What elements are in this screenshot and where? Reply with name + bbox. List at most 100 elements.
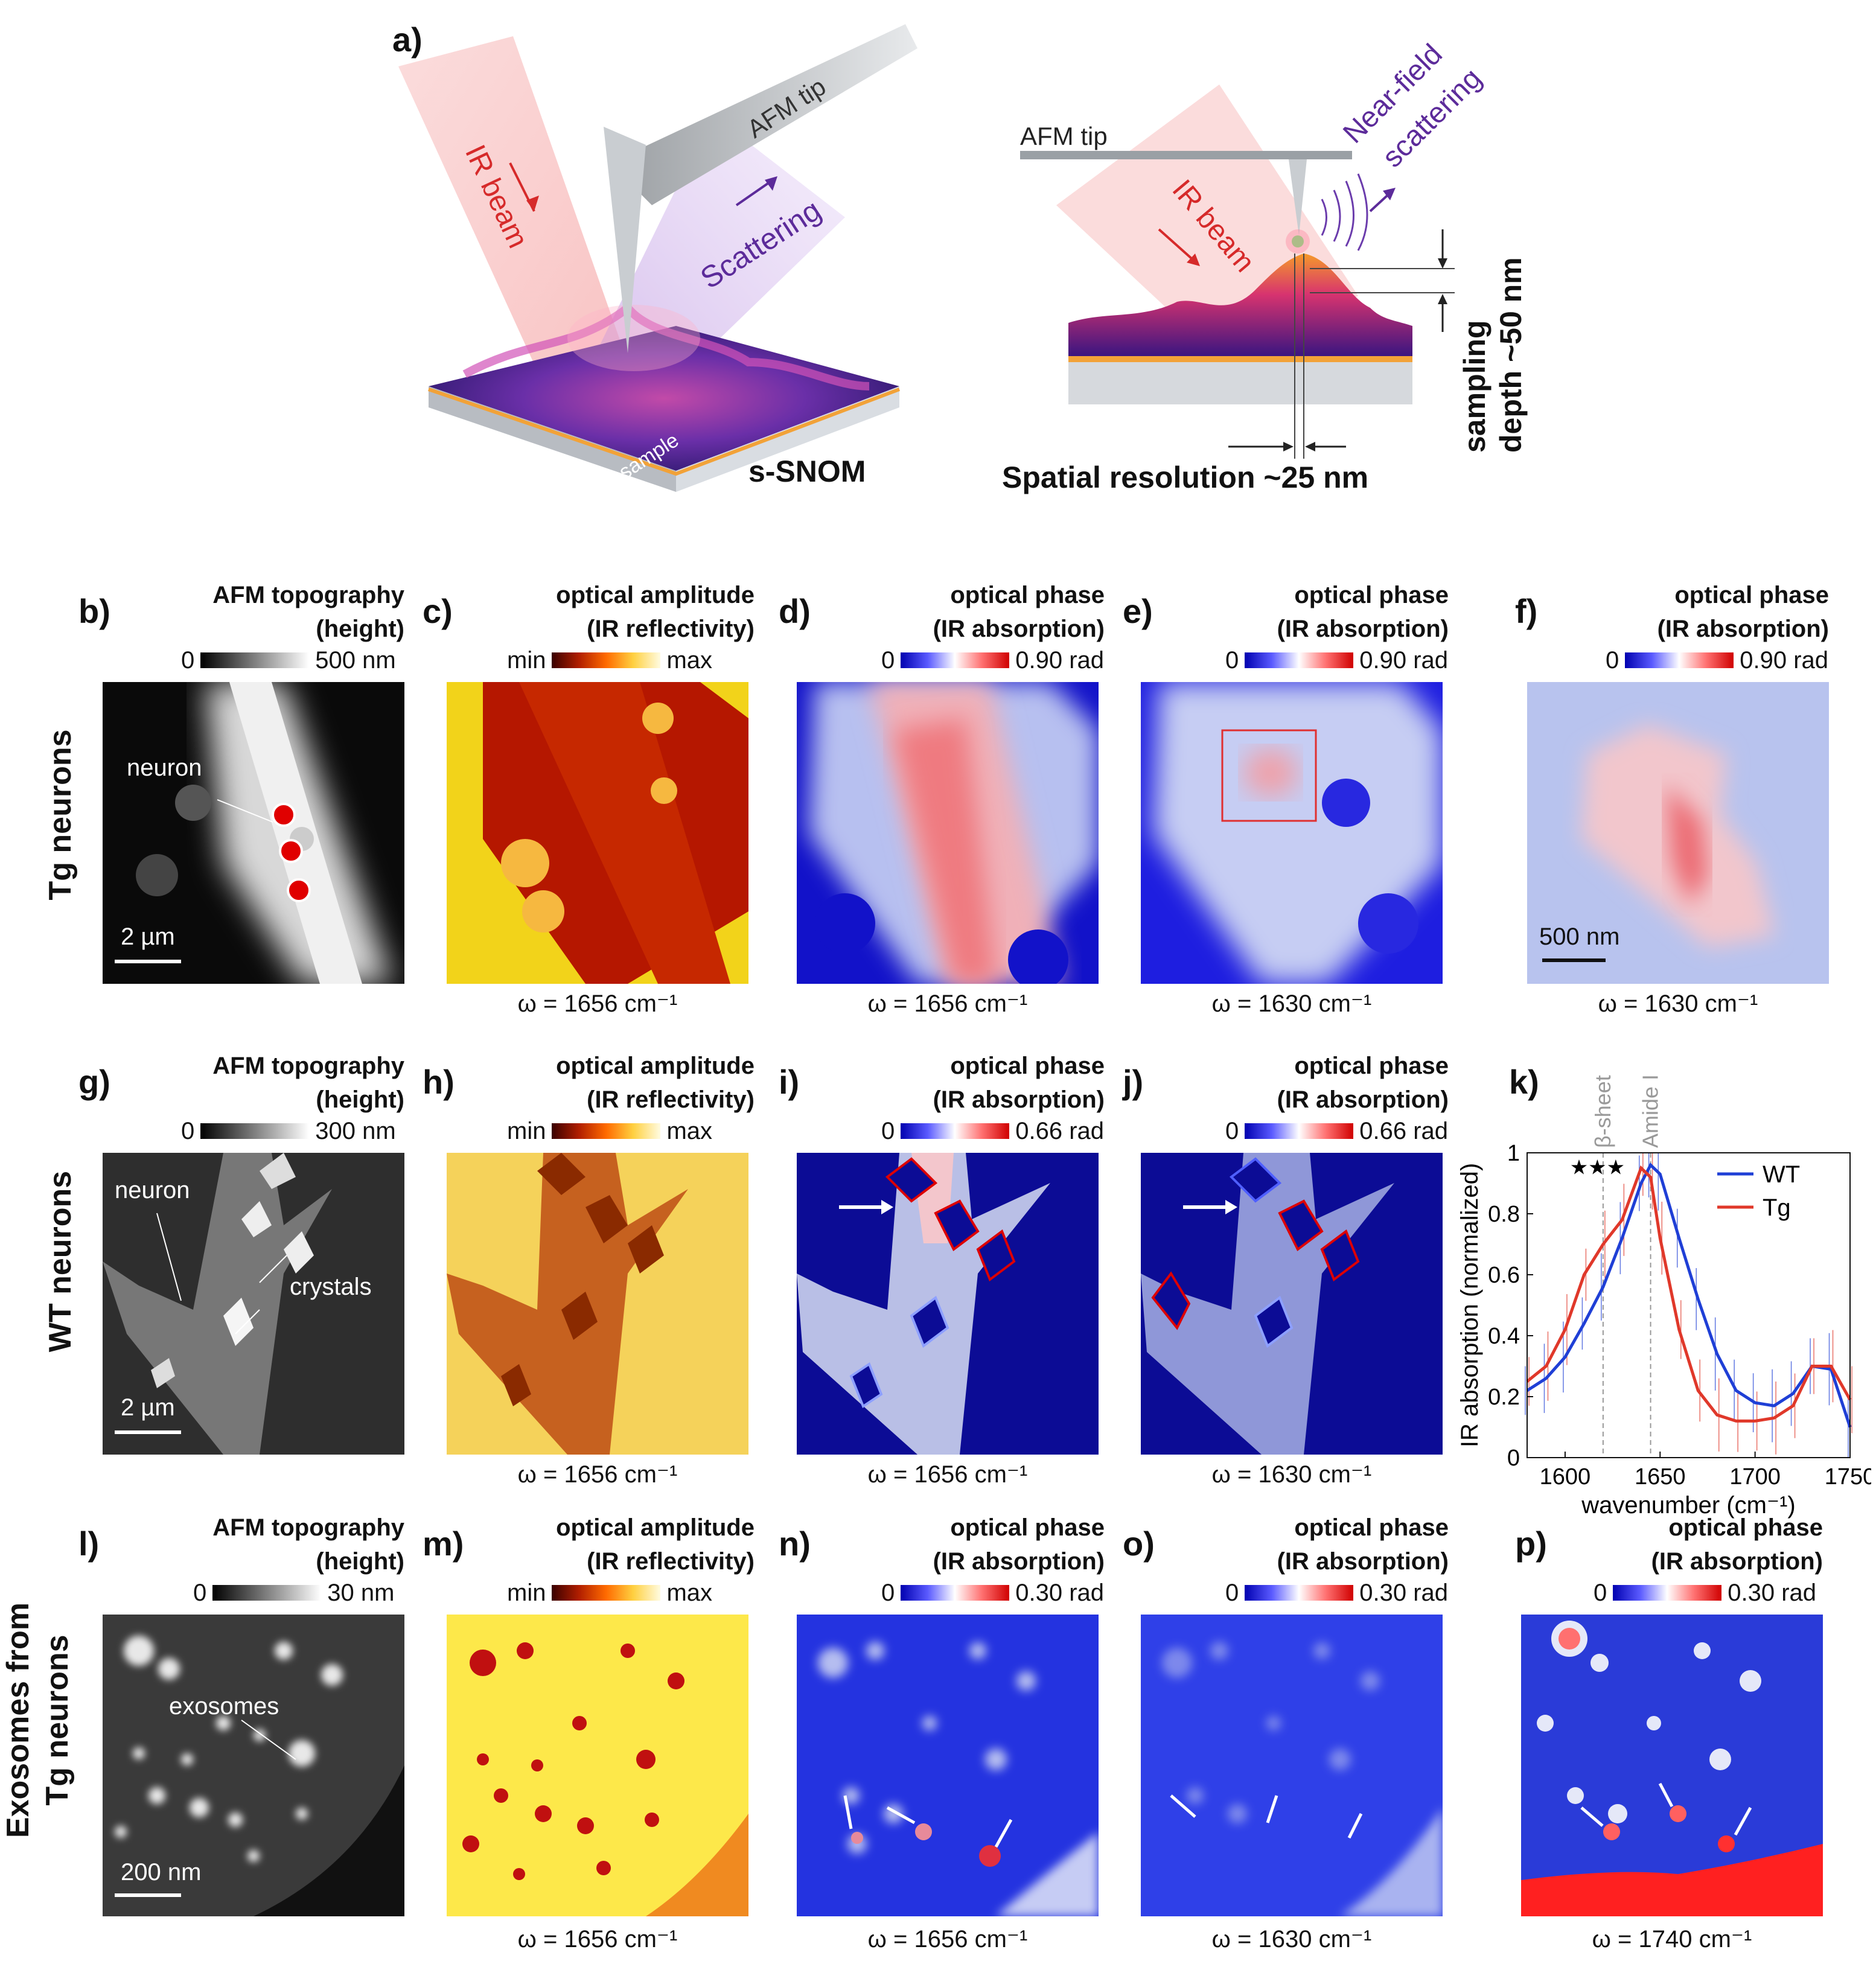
image-f-phase-zoom: 500 nm (1527, 682, 1829, 984)
freq-c: ω = 1656 cm⁻¹ (517, 990, 678, 1017)
title-e-2: (IR absorption) (1277, 616, 1449, 642)
colorbar-i-max: 0.66 rad (1015, 1118, 1105, 1144)
image-b-afm-tg: neuron 2 µm (103, 682, 404, 984)
panel-label-b: b) (78, 592, 110, 630)
afm-tip-cone (604, 127, 646, 353)
title-d-2: (IR absorption) (933, 616, 1105, 642)
panel-label-i: i) (779, 1063, 800, 1101)
y-tick-label-2: 0.4 (1488, 1324, 1520, 1349)
colorbar-p-gradient (1613, 1585, 1722, 1601)
sample-substrate-right (676, 386, 899, 492)
title-l-1: AFM topography (212, 1514, 404, 1541)
panel-a-schematic-left: AFM tip IR beam Scattering sample (398, 24, 917, 492)
title-c-2: (IR reflectivity) (587, 616, 755, 642)
colorbar-o-min: 0 (1225, 1580, 1239, 1606)
y-tick-label-5: 1 (1507, 1141, 1520, 1166)
colorbar-o-gradient (1245, 1585, 1354, 1601)
x-axis-label: wavenumber (cm⁻¹) (1581, 1492, 1796, 1519)
colorbar-c-max: max (666, 647, 713, 674)
colorbar-d-max: 0.90 rad (1015, 647, 1105, 674)
title-o-2: (IR absorption) (1277, 1548, 1449, 1575)
row-label-wt: WT neurons (43, 1170, 78, 1353)
title-g-1: AFM topography (212, 1053, 404, 1079)
scalebar-label-f: 500 nm (1539, 923, 1620, 950)
annotation-neuron-b: neuron (127, 754, 202, 781)
title-m-2: (IR reflectivity) (587, 1548, 755, 1575)
y-tick-label-3: 0.6 (1488, 1263, 1520, 1288)
scalebar-label-l: 200 nm (121, 1859, 202, 1886)
x-tick-label-3: 1750 (1825, 1464, 1871, 1490)
annotation-neuron-g: neuron (115, 1177, 190, 1204)
panel-label-d: d) (779, 592, 811, 630)
colorbar-e: 0 0.90 rad (1225, 646, 1448, 675)
panel-label-k: k) (1509, 1063, 1539, 1101)
series-line-wt (1526, 1162, 1852, 1428)
colorbar-l-min: 0 (193, 1580, 207, 1606)
freq-o: ω = 1630 cm⁻¹ (1211, 1926, 1372, 1953)
zoom-box-e (1221, 729, 1317, 822)
image-e-phase-tg (1141, 682, 1443, 984)
panel-label-c: c) (423, 592, 453, 630)
row-label-exo-2: Tg neurons (40, 1634, 75, 1806)
freq-p: ω = 1740 cm⁻¹ (1592, 1926, 1752, 1953)
significance-stars: ★★★ (1570, 1156, 1625, 1179)
freq-j: ω = 1630 cm⁻¹ (1211, 1461, 1372, 1488)
colorbar-f: 0 0.90 rad (1606, 646, 1828, 675)
title-d-1: optical phase (950, 582, 1105, 608)
title-n-1: optical phase (950, 1514, 1105, 1541)
colorbar-p: 0 0.30 rad (1594, 1578, 1816, 1607)
colorbar-f-max: 0.90 rad (1740, 647, 1829, 674)
title-n-2: (IR absorption) (933, 1548, 1105, 1575)
depth-label-1: sampling (1458, 320, 1492, 453)
colorbar-p-min: 0 (1594, 1580, 1607, 1606)
colorbar-b: 0 500 nm (181, 646, 396, 675)
y-axis-label: IR absorption (normalized) (1456, 1163, 1483, 1447)
afm-cantilever-right (1020, 151, 1352, 159)
colorbar-d-gradient (901, 652, 1010, 668)
panel-label-h: h) (423, 1063, 455, 1101)
resolution-label: Spatial resolution ~25 nm (1002, 461, 1369, 494)
colorbar-e-gradient (1245, 652, 1354, 668)
title-e-1: optical phase (1294, 582, 1449, 608)
panel-label-f: f) (1515, 592, 1538, 630)
scalebar-g (115, 1430, 181, 1434)
colorbar-j-min: 0 (1225, 1118, 1239, 1144)
colorbar-c-gradient (552, 652, 661, 668)
colorbar-b-max: 500 nm (315, 647, 396, 674)
freq-i: ω = 1656 cm⁻¹ (867, 1461, 1028, 1488)
colorbar-b-gradient (200, 652, 310, 668)
title-h-1: optical amplitude (556, 1053, 755, 1079)
title-i-2: (IR absorption) (933, 1086, 1105, 1113)
colorbar-m-max: max (666, 1580, 713, 1606)
image-j-phase-wt (1141, 1153, 1443, 1455)
image-p-phase-exosomes (1521, 1615, 1823, 1916)
colorbar-h-gradient (552, 1123, 661, 1139)
title-h-2: (IR reflectivity) (587, 1086, 755, 1113)
image-l-afm-exosomes: exosomes 200 nm (103, 1615, 404, 1916)
image-n-phase-exosomes (797, 1615, 1099, 1916)
colorbar-m-min: min (507, 1580, 546, 1606)
ir-beam-cone (398, 36, 628, 410)
colorbar-m: min max (507, 1578, 712, 1607)
x-tick-label-1: 1650 (1635, 1464, 1686, 1490)
image-h-amplitude-wt (447, 1153, 748, 1455)
chart-k-spectra: β-sheets Amide I 1600 1650 1700 1750 0 0.2 0.4 0.… (1456, 1074, 1871, 1519)
panel-label-o: o) (1123, 1525, 1155, 1563)
colorbar-g: 0 300 nm (181, 1117, 396, 1146)
title-f-2: (IR absorption) (1657, 616, 1829, 642)
colorbar-n: 0 0.30 rad (881, 1578, 1104, 1607)
scalebar-label-b: 2 µm (121, 923, 175, 950)
scalebar-l (115, 1893, 181, 1897)
freq-m: ω = 1656 cm⁻¹ (517, 1926, 678, 1953)
panel-label-e: e) (1123, 592, 1153, 630)
colorbar-c-min: min (507, 647, 546, 674)
title-f-1: optical phase (1674, 582, 1829, 608)
colorbar-g-max: 300 nm (315, 1118, 396, 1144)
guide-label-0: β-sheets (1590, 1074, 1615, 1148)
y-tick-label-1: 0.2 (1488, 1385, 1520, 1410)
title-j-2: (IR absorption) (1277, 1086, 1449, 1113)
panel-label-n: n) (779, 1525, 811, 1563)
substrate-right (1068, 362, 1412, 404)
legend-label-wt: WT (1763, 1161, 1800, 1188)
scalebar-b (115, 960, 181, 963)
